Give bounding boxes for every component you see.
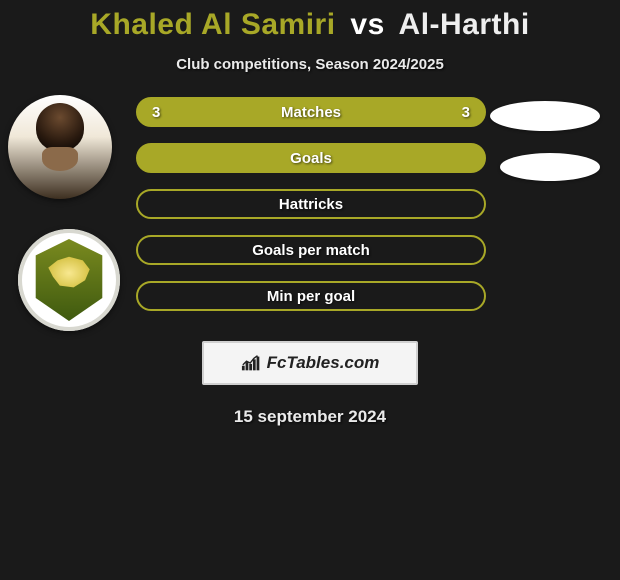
stat-label: Goals <box>290 150 332 167</box>
stat-left-value: 3 <box>152 104 160 121</box>
club-crest-icon <box>32 239 106 321</box>
player1-avatar <box>8 95 112 199</box>
date-text: 15 september 2024 <box>234 407 386 427</box>
stat-bar-goals: Goals <box>136 143 486 173</box>
chart-icon <box>241 354 263 372</box>
stats-area: 3 Matches 3 Goals Hattricks Goals per ma… <box>0 101 620 341</box>
main-title: Khaled Al Samiri vs Al-Harthi <box>90 8 529 42</box>
stat-label: Hattricks <box>279 196 343 213</box>
stat-bar-goals-per-match: Goals per match <box>136 235 486 265</box>
player1-name: Khaled Al Samiri <box>90 8 335 41</box>
stat-bar-min-per-goal: Min per goal <box>136 281 486 311</box>
attribution-box[interactable]: FcTables.com <box>202 341 418 385</box>
stat-bar-matches: 3 Matches 3 <box>136 97 486 127</box>
brand-text: FcTables.com <box>267 353 380 373</box>
stat-bar-hattricks: Hattricks <box>136 189 486 219</box>
fctables-logo: FcTables.com <box>241 353 380 373</box>
player1-club-badge <box>18 229 120 331</box>
player2-avatar-placeholder <box>490 101 600 131</box>
stat-rows: 3 Matches 3 Goals Hattricks Goals per ma… <box>136 97 486 311</box>
player2-club-badge-placeholder <box>500 153 600 181</box>
stat-right-value: 3 <box>462 104 470 121</box>
comparison-card: Khaled Al Samiri vs Al-Harthi Club compe… <box>0 0 620 580</box>
subtitle: Club competitions, Season 2024/2025 <box>176 56 444 73</box>
stat-label: Goals per match <box>252 242 370 259</box>
stat-label: Matches <box>281 104 341 121</box>
vs-text: vs <box>350 8 384 41</box>
player2-name: Al-Harthi <box>399 8 530 41</box>
stat-label: Min per goal <box>267 288 355 305</box>
